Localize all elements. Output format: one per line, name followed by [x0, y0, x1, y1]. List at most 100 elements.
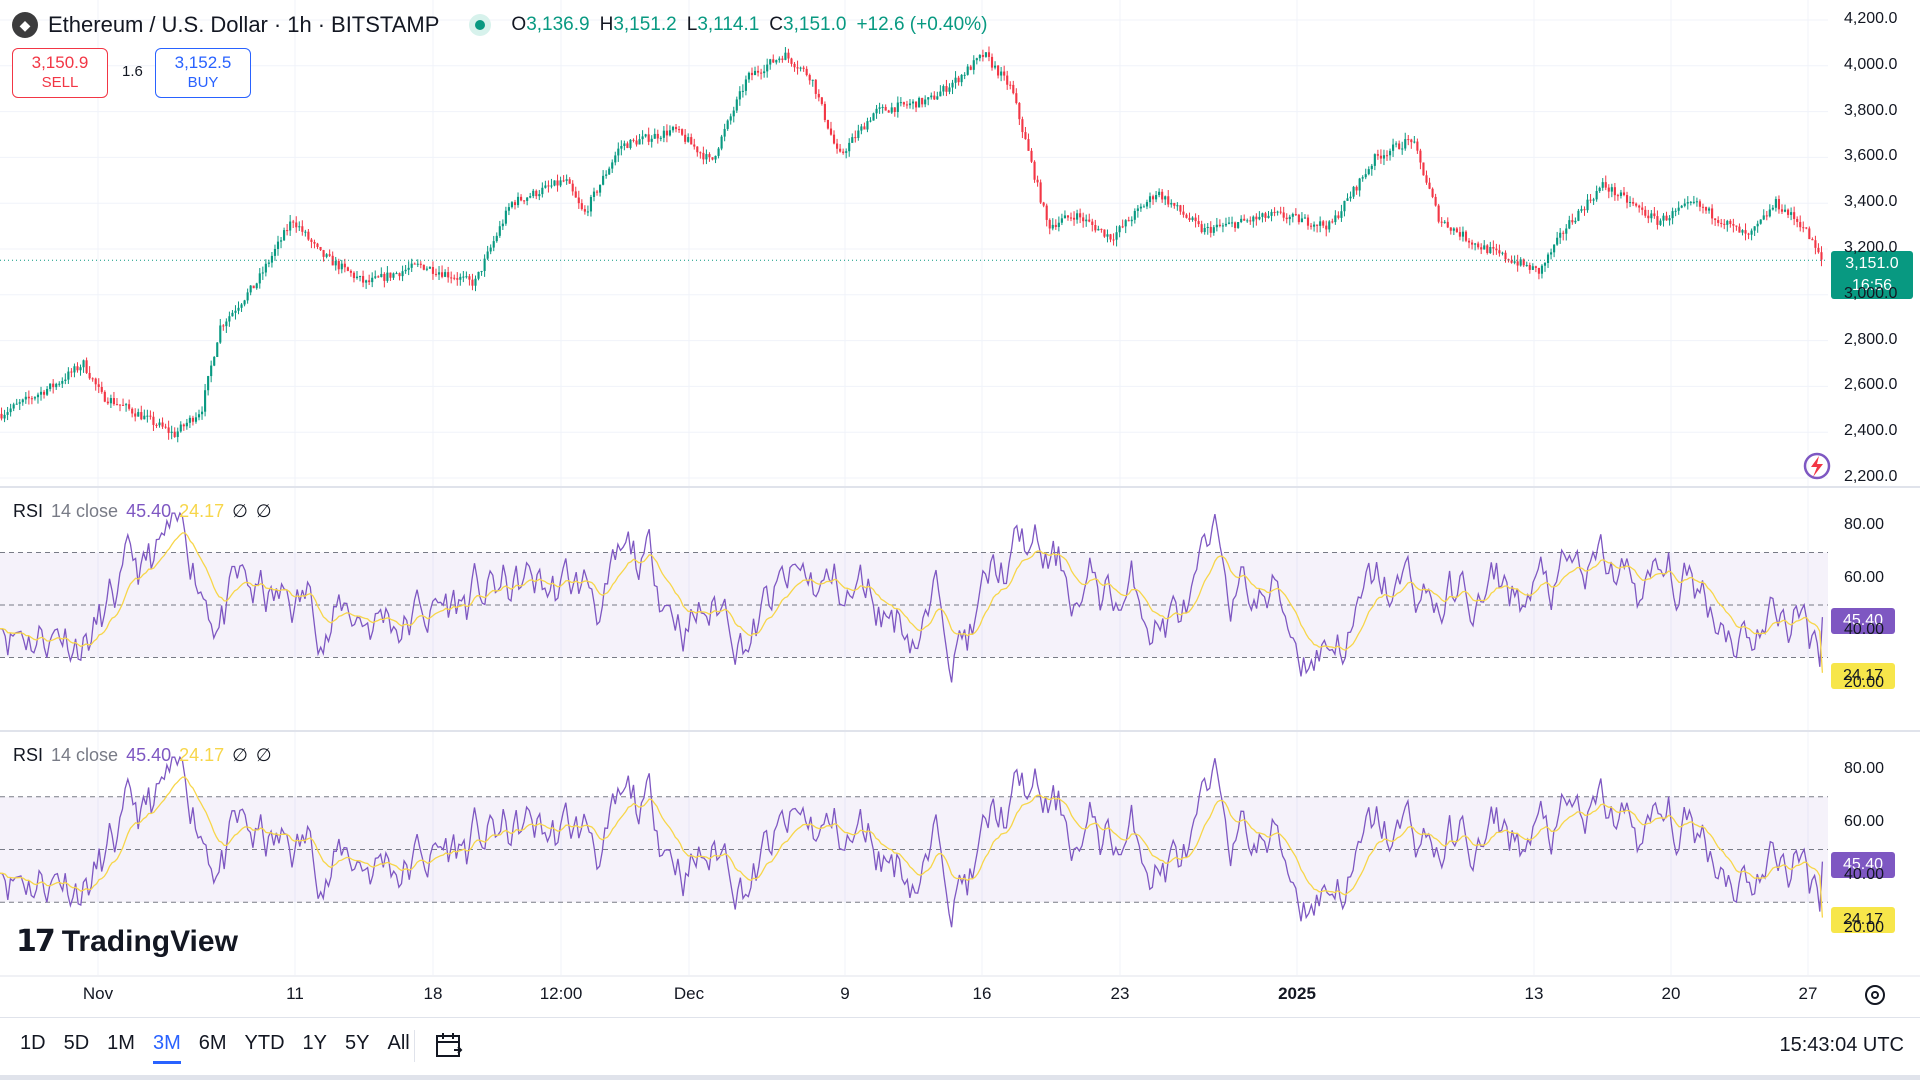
tradingview-logo[interactable]: 𝟭𝟳 TradingView: [16, 924, 238, 959]
lightning-icon[interactable]: [1797, 448, 1833, 484]
candle-body: [1118, 226, 1121, 233]
quote-name[interactable]: U.S. Dollar: [161, 12, 268, 37]
candle-body: [626, 143, 629, 148]
candle-body: [565, 179, 568, 181]
candle-body: [1051, 224, 1054, 229]
candle-body: [1799, 221, 1802, 228]
candle-body: [1176, 205, 1179, 207]
candle-body: [1191, 217, 1194, 220]
candle-body: [279, 240, 283, 242]
range-6m-button[interactable]: 6M: [198, 1032, 227, 1054]
candle-body: [1674, 210, 1677, 212]
settings-icon[interactable]: [1862, 982, 1888, 1008]
candle-body: [766, 64, 769, 72]
calendar-icon[interactable]: [434, 1030, 464, 1060]
candle-body: [1783, 209, 1787, 212]
candle-body: [769, 59, 772, 65]
candle-body: [456, 278, 459, 280]
candle-body: [441, 272, 444, 277]
rsi-panel-1: [0, 511, 1828, 683]
candle-body: [921, 97, 924, 105]
candle-body: [1680, 205, 1683, 208]
candle-body: [428, 267, 431, 269]
candle-body: [0, 413, 3, 419]
range-all-button[interactable]: All: [387, 1032, 410, 1054]
range-1d-button[interactable]: 1D: [20, 1032, 46, 1054]
candle-body: [787, 52, 790, 59]
market-open-icon[interactable]: [469, 14, 492, 36]
exchange[interactable]: BITSTAMP: [331, 12, 440, 37]
candle-body: [137, 412, 140, 417]
last-price-tag: 3,151.0 16:56: [1831, 251, 1913, 299]
toolbar-divider: [414, 1030, 415, 1062]
sell-button[interactable]: 3,150.9 SELL: [12, 48, 108, 98]
candle-body: [118, 404, 122, 406]
candle-body: [15, 403, 18, 405]
candle-body: [760, 72, 763, 74]
candle-body: [453, 277, 456, 279]
candle-body: [1817, 247, 1820, 253]
candle-body: [24, 396, 27, 400]
candle-body: [173, 431, 176, 437]
symbol-name[interactable]: Ethereum: [48, 12, 144, 37]
candle-body: [1112, 239, 1115, 241]
candle-body: [389, 272, 392, 278]
buy-button[interactable]: 3,152.5 BUY: [155, 48, 251, 98]
candle-body: [346, 267, 349, 271]
candle-body: [131, 408, 134, 414]
range-1y-button[interactable]: 1Y: [302, 1032, 328, 1054]
rsi-legend-2[interactable]: RSI 14 close 45.40 24.17 ∅ ∅: [13, 743, 272, 767]
candle-body: [1325, 225, 1328, 230]
candle-body: [498, 226, 501, 236]
candle-body: [811, 79, 814, 81]
candle-body: [1091, 221, 1094, 226]
range-ytd-button[interactable]: YTD: [244, 1032, 285, 1054]
candle-body: [1492, 247, 1495, 249]
candle-body: [875, 108, 878, 114]
candle-body: [243, 300, 246, 305]
candle-body: [1039, 182, 1042, 203]
candle-body: [611, 162, 614, 169]
rsi-tick-label: 60.00: [1844, 568, 1885, 586]
candle-body: [1048, 219, 1051, 229]
candle-body: [295, 222, 298, 228]
candle-body: [902, 102, 905, 105]
candle-body: [1513, 261, 1516, 263]
horizontal-scrollbar[interactable]: [0, 1075, 1920, 1080]
candle-body: [234, 310, 237, 313]
buy-price: 3,152.5: [174, 53, 232, 72]
candle-body: [103, 391, 106, 402]
candle-body: [1443, 221, 1446, 223]
rsi-legend-1[interactable]: RSI 14 close 45.40 24.17 ∅ ∅: [13, 499, 272, 523]
range-1m-button[interactable]: 1M: [107, 1032, 135, 1054]
interval[interactable]: 1h: [287, 12, 312, 37]
sell-price: 3,150.9: [31, 53, 89, 72]
candle-body: [1322, 221, 1325, 226]
candle-body: [1704, 207, 1708, 211]
candle-body: [501, 223, 504, 227]
candle-body: [486, 251, 489, 259]
candle-body: [222, 325, 225, 327]
candle-body: [860, 126, 863, 131]
candle-body: [1079, 213, 1082, 218]
candle-body: [1650, 213, 1653, 219]
candle-body: [1671, 211, 1674, 219]
candle-body: [647, 134, 650, 142]
range-5y-button[interactable]: 5Y: [345, 1032, 370, 1054]
range-3m-button[interactable]: 3M: [152, 1032, 181, 1064]
candle-body: [942, 86, 945, 92]
candle-body: [1604, 182, 1607, 188]
candle-body: [848, 142, 851, 152]
candle-body: [1167, 196, 1170, 205]
tradingview-mark-icon: 𝟭𝟳: [16, 925, 56, 958]
candle-body: [1000, 71, 1003, 76]
candle-body: [1100, 228, 1103, 230]
candle-body: [380, 273, 383, 278]
utc-clock[interactable]: 15:43:04 UTC: [1779, 1034, 1904, 1056]
range-5d-button[interactable]: 5D: [63, 1032, 90, 1054]
candle-body: [1328, 221, 1331, 230]
candle-body: [1155, 195, 1158, 200]
price-tick-label: 3,600.0: [1844, 147, 1898, 165]
open-value: 3,136.9: [526, 14, 590, 35]
